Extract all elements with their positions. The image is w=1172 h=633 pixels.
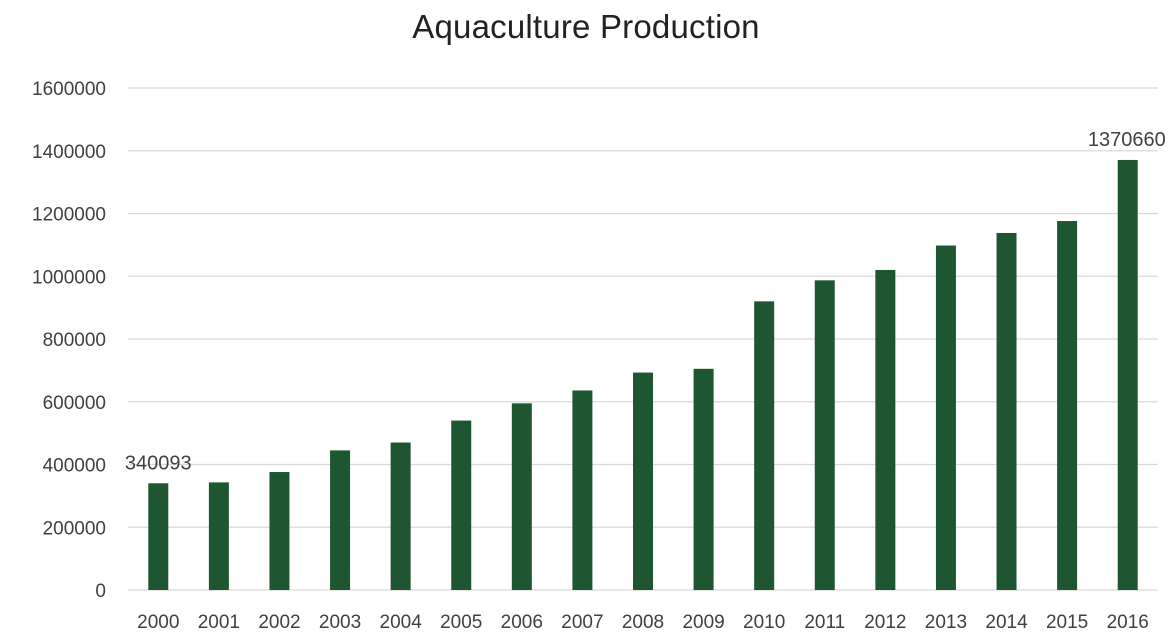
y-axis-tick-labels: 0 200000 400000 600000 800000 1000000 1200000 1… [32, 79, 106, 602]
bar-2013 [935, 245, 956, 590]
y-tick-label: 400000 [43, 456, 106, 477]
bar-2007 [572, 390, 593, 590]
bar-2001 [208, 482, 229, 590]
x-tick-label: 2010 [743, 612, 785, 633]
y-tick-label: 600000 [43, 393, 106, 414]
x-tick-label: 2014 [985, 612, 1028, 633]
x-tick-label: 2002 [258, 612, 300, 633]
x-tick-label: 2011 [804, 612, 845, 633]
x-tick-label: 2003 [319, 612, 361, 633]
y-tick-label: 1000000 [32, 267, 106, 288]
bar-2003 [330, 450, 351, 590]
y-tick-label: 200000 [43, 518, 106, 539]
bar-2008 [633, 372, 653, 590]
y-tick-label: 800000 [43, 330, 106, 351]
bar-2006 [511, 403, 532, 590]
x-tick-label: 2001 [198, 612, 240, 633]
bar-2011 [814, 280, 835, 590]
data-labels: 340093 1370660 [125, 129, 1166, 474]
data-label-2000: 340093 [125, 452, 192, 474]
x-tick-label: 2015 [1046, 612, 1088, 633]
y-tick-label: 0 [95, 581, 106, 602]
bar-2005 [451, 420, 472, 590]
bar-2012 [875, 269, 896, 590]
bar-2004 [390, 442, 411, 590]
bar-2016 [1117, 159, 1138, 590]
x-tick-label: 2007 [561, 612, 603, 633]
x-tick-label: 2009 [682, 612, 724, 633]
bar-2014 [996, 232, 1017, 590]
x-tick-label: 2005 [440, 612, 482, 633]
bars [148, 159, 1138, 590]
x-tick-label: 2004 [380, 612, 423, 633]
bar-2000 [148, 483, 169, 590]
x-tick-label: 2008 [622, 612, 664, 633]
x-tick-label: 2016 [1107, 612, 1149, 633]
y-tick-label: 1200000 [32, 205, 106, 226]
bar-2010 [754, 301, 775, 590]
bar-2009 [693, 368, 714, 590]
y-tick-label: 1600000 [32, 79, 106, 100]
bar-2002 [269, 472, 290, 590]
x-tick-label: 2013 [925, 612, 967, 633]
y-tick-label: 1400000 [32, 142, 106, 163]
x-axis-tick-labels: 2000 2001 2002 2003 2004 2005 2006 2007 2008 2009… [137, 612, 1149, 633]
data-label-2016: 1370660 [1088, 129, 1166, 151]
x-tick-label: 2006 [501, 612, 543, 633]
x-tick-label: 2000 [137, 612, 179, 633]
x-tick-label: 2012 [864, 612, 906, 633]
bar-2015 [1057, 221, 1078, 590]
chart-title: Aquaculture Production [412, 8, 760, 45]
